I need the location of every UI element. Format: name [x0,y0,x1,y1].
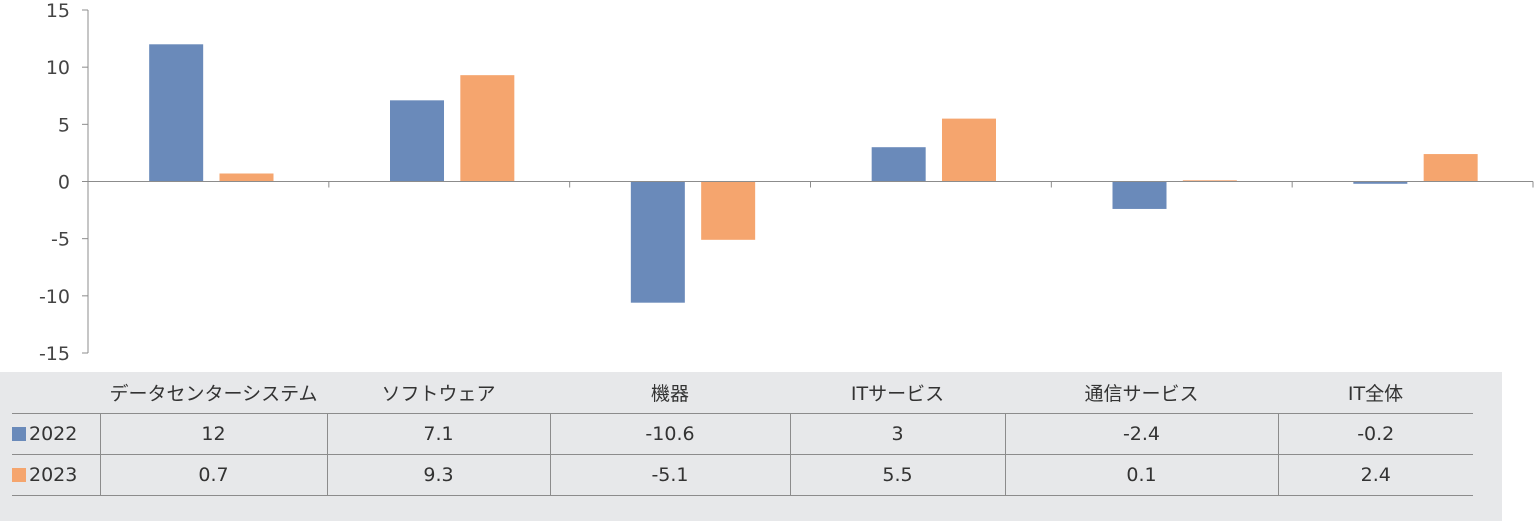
table-cell: -2.4 [1004,413,1278,455]
table-cell: 2.4 [1277,454,1473,496]
table-cell: 5.5 [789,454,1005,496]
table-cell: 0.7 [99,454,327,496]
category-header: ソフトウェア [381,383,496,405]
bar-2022 [1353,181,1408,184]
bar-2023 [1423,154,1478,182]
bar-2022 [149,44,204,182]
y-tick-label: 0 [58,172,70,194]
data-table: データセンターシステム ソフトウェア 機器 ITサービス 通信サービス IT全体… [12,372,1473,496]
bar-chart: 15 10 5 0 -5 -10 -15 [39,0,1534,365]
bar-2023 [460,75,515,182]
category-header: 機器 [650,383,689,405]
bar-2023 [701,181,756,240]
table-corner [12,372,100,414]
y-tick-label: -15 [39,343,70,365]
bar-2023 [941,118,996,182]
legend-swatch-2023 [12,468,26,482]
bar-2022 [390,100,445,182]
data-table-panel: データセンターシステム ソフトウェア 機器 ITサービス 通信サービス IT全体… [0,372,1502,521]
table-cell: 7.1 [326,413,550,455]
legend-swatch-2022 [12,427,26,441]
y-tick-label: 15 [46,0,70,22]
table-cell: -0.2 [1277,413,1473,455]
bar-2023 [1182,180,1237,182]
bar-2022 [1112,181,1167,209]
series-label-cell: 2022 [12,413,100,455]
table-cell: -10.6 [549,413,790,455]
series-name: 2023 [29,464,78,486]
category-header: データセンターシステム [109,383,318,405]
table-cell: 12 [99,413,327,455]
bar-2023 [219,173,274,182]
category-header: 通信サービス [1084,383,1199,405]
table-cell: 0.1 [1004,454,1278,496]
table-row-2023: 2023 0.7 9.3 -5.1 5.5 0.1 2.4 [12,454,1473,496]
y-tick-label: -5 [51,229,70,251]
bar-2022 [871,147,926,182]
series-label-cell: 2023 [12,454,100,496]
table-cell: -5.1 [549,454,790,496]
series-name: 2022 [29,423,78,445]
y-tick-label: 5 [58,114,70,136]
table-cell: 3 [789,413,1005,455]
table-header-row: データセンターシステム ソフトウェア 機器 ITサービス 通信サービス IT全体 [12,372,1473,414]
bar-2022 [630,181,685,303]
y-tick-label: -10 [39,286,70,308]
table-row-2022: 2022 12 7.1 -10.6 3 -2.4 -0.2 [12,413,1473,455]
category-header: ITサービス [850,383,945,405]
category-header: IT全体 [1347,383,1404,405]
table-cell: 9.3 [326,454,550,496]
y-tick-label: 10 [46,57,70,79]
